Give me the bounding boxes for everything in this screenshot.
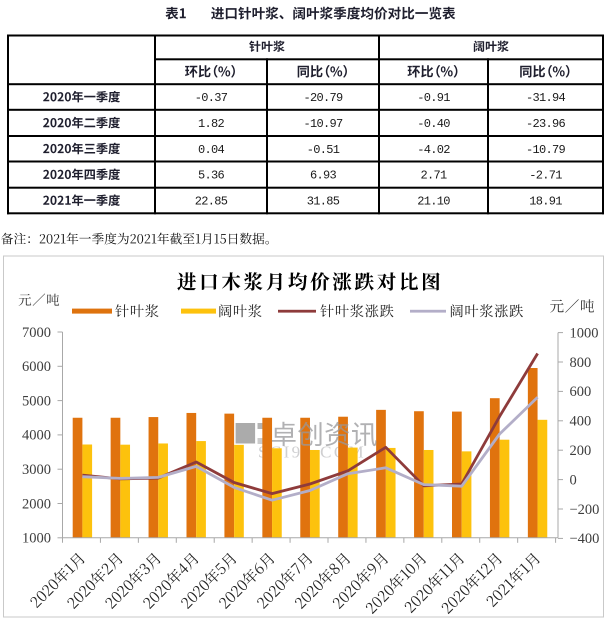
svg-text:-2.71: -2.71 [529,169,562,183]
svg-text:0: 0 [570,472,577,488]
svg-text:-4.02: -4.02 [417,143,450,157]
svg-text:1.82: 1.82 [198,117,225,131]
svg-text:31.85: 31.85 [307,195,340,209]
svg-text:-0.91: -0.91 [417,91,450,105]
svg-text:22.85: 22.85 [195,195,228,209]
svg-text:6000: 6000 [22,359,51,375]
svg-text:-10.79: -10.79 [526,143,566,157]
svg-text:21.10: 21.10 [417,195,450,209]
svg-text:4000: 4000 [22,428,51,444]
svg-text:-20.79: -20.79 [303,91,343,105]
svg-text:-0.40: -0.40 [417,117,450,131]
svg-text:5.36: 5.36 [198,169,225,183]
svg-text:400: 400 [570,414,592,430]
svg-text:-10.97: -10.97 [303,117,343,131]
svg-text:7000: 7000 [22,325,51,341]
svg-text:3000: 3000 [22,462,51,478]
svg-text:200: 200 [570,443,592,459]
svg-text:2000: 2000 [22,496,51,512]
svg-text:2.71: 2.71 [420,169,447,183]
svg-text:-0.51: -0.51 [307,143,340,157]
svg-text:6.93: 6.93 [310,169,337,183]
svg-text:1000: 1000 [22,531,51,547]
svg-text:−400: −400 [570,531,600,547]
svg-text:−200: −200 [570,502,600,518]
svg-text:600: 600 [570,384,592,400]
svg-text:18.91: 18.91 [529,195,562,209]
svg-text:-0.37: -0.37 [195,91,228,105]
svg-text:0.04: 0.04 [198,143,225,157]
svg-text:5000: 5000 [22,393,51,409]
svg-text:-31.94: -31.94 [526,91,566,105]
svg-text:-23.96: -23.96 [526,117,566,131]
svg-text:1000: 1000 [570,325,599,341]
svg-text:800: 800 [570,355,592,371]
